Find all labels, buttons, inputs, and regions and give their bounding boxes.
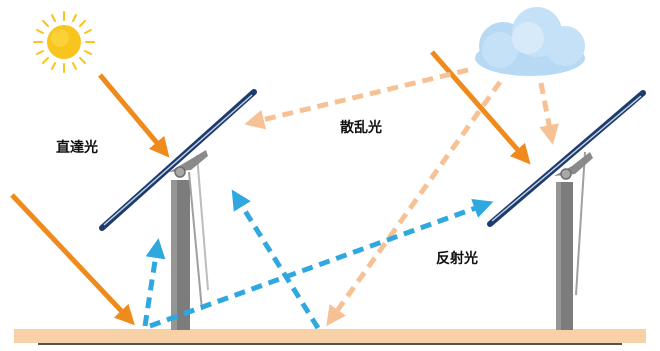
- reflected-light-arrows: [142, 189, 494, 330]
- solar-panel-icon: [99, 89, 257, 330]
- cloud-icon: [475, 7, 585, 76]
- ground: [14, 329, 646, 343]
- label-direct-light: 直達光: [56, 140, 98, 156]
- scattered-light-arrows: [244, 67, 559, 327]
- solar-panel-icon: [487, 90, 646, 330]
- label-scattered-light: 散乱光: [340, 120, 382, 136]
- direct-light-arrows: [10, 50, 531, 326]
- sun-icon: [33, 11, 95, 73]
- label-reflected-light: 反射光: [436, 251, 478, 267]
